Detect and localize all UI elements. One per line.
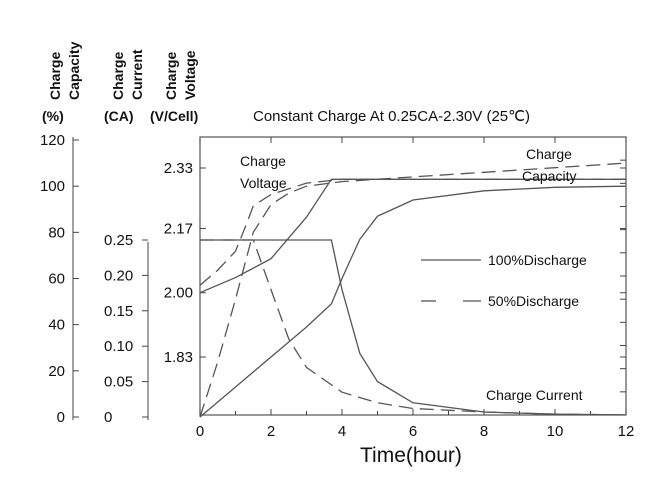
current-axis-ticks: 0 0.05 0.10 0.15 0.20 0.25 <box>104 232 148 426</box>
legend: 100%Discharge 50%Discharge <box>421 252 587 309</box>
capacity-tick-label: 0 <box>57 409 65 426</box>
current-tick-label: 0.10 <box>104 338 133 355</box>
voltage-tick-label: 2.33 <box>164 160 193 177</box>
curve-capacity-dashed <box>199 162 627 418</box>
voltage-axis-header-line2: Voltage <box>182 50 198 100</box>
capacity-axis-unit: (%) <box>42 108 64 124</box>
chart-title: Constant Charge At 0.25CA-2.30V (25℃) <box>253 108 530 125</box>
curve-current-dashed <box>200 239 627 416</box>
voltage-axis-ticks: 1.83 2.00 2.17 2.33 <box>164 159 626 393</box>
annotation-capacity-line2: Capacity <box>522 168 576 184</box>
capacity-axis-ticks: 0 20 40 60 80 100 120 <box>40 132 79 426</box>
annotation-current: Charge Current <box>486 387 583 403</box>
voltage-axis-header-line1: Charge <box>163 52 179 100</box>
capacity-tick-label: 60 <box>48 271 65 288</box>
x-tick-label: 2 <box>267 423 275 440</box>
capacity-tick-label: 120 <box>40 132 65 149</box>
capacity-tick-label: 100 <box>40 178 65 195</box>
x-tick-label: 4 <box>338 423 346 440</box>
capacity-tick-label: 20 <box>48 363 65 380</box>
current-axis-header-line1: Charge <box>110 52 126 100</box>
voltage-tick-label: 1.83 <box>164 349 193 366</box>
annotation-voltage-line2: Voltage <box>240 175 287 191</box>
chart-curves <box>199 162 627 418</box>
current-tick-label: 0.20 <box>104 267 133 284</box>
current-tick-label: 0.05 <box>104 374 133 391</box>
current-tick-label: 0 <box>104 409 112 426</box>
voltage-tick-label: 2.17 <box>164 220 193 237</box>
x-axis-title: Time(hour) <box>360 444 462 467</box>
curve-voltage-dashed <box>199 178 626 286</box>
capacity-axis-header-line2: Capacity <box>66 41 82 100</box>
x-tick-label: 6 <box>409 423 417 440</box>
capacity-tick-label: 40 <box>48 317 65 334</box>
current-tick-label: 0.25 <box>104 232 133 249</box>
current-axis-header-line2: Current <box>129 49 145 100</box>
annotation-voltage-line1: Charge <box>240 153 286 169</box>
capacity-tick-label: 80 <box>48 224 65 241</box>
curve-capacity-solid <box>199 185 627 418</box>
x-tick-label: 8 <box>480 423 488 440</box>
annotation-capacity-line1: Charge <box>526 146 572 162</box>
voltage-axis-unit: (V/Cell) <box>150 108 198 124</box>
x-tick-label: 0 <box>196 423 204 440</box>
current-tick-label: 0.15 <box>104 303 133 320</box>
legend-label-50: 50%Discharge <box>488 293 579 309</box>
curve-voltage-solid <box>199 178 626 294</box>
legend-label-100: 100%Discharge <box>488 252 587 268</box>
voltage-tick-label: 2.00 <box>164 285 193 302</box>
x-tick-label: 12 <box>618 423 635 440</box>
current-axis-unit: (CA) <box>104 108 134 124</box>
capacity-axis-header-line1: Charge <box>47 52 63 100</box>
x-tick-label: 10 <box>547 423 564 440</box>
x-axis-ticks: 0 2 4 6 8 10 12 <box>196 137 635 440</box>
